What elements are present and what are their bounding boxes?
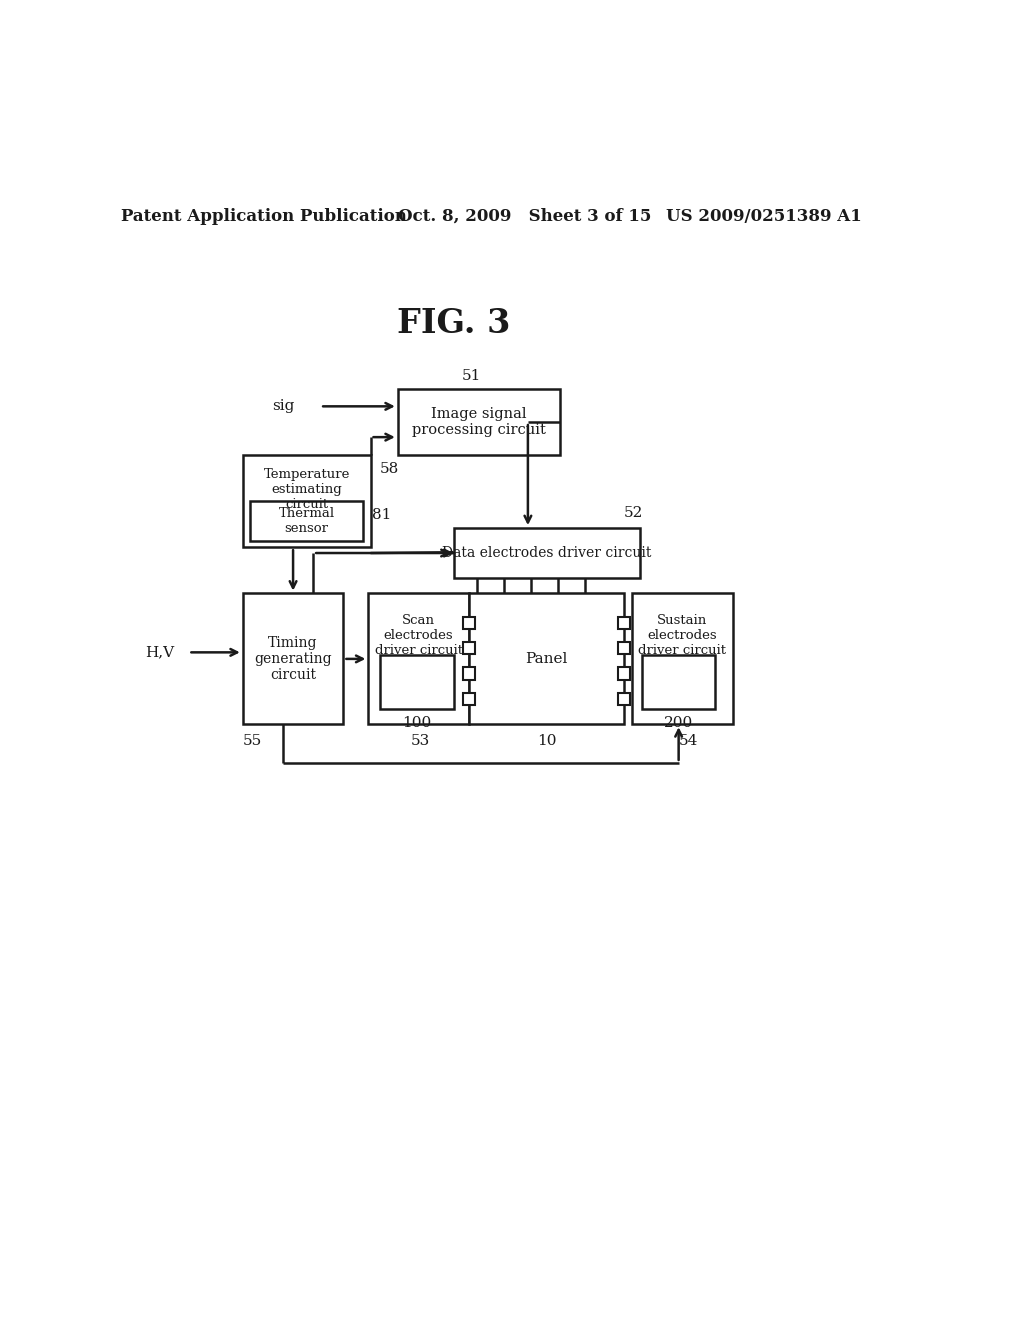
Text: 52: 52: [624, 506, 643, 520]
Bar: [369, 594, 469, 725]
Text: sig: sig: [272, 400, 295, 413]
Text: 54: 54: [678, 734, 697, 748]
Bar: [380, 655, 454, 709]
Text: H,V: H,V: [145, 645, 174, 660]
Text: 81: 81: [372, 508, 391, 521]
Text: Panel: Panel: [525, 652, 567, 665]
Text: Oct. 8, 2009   Sheet 3 of 15: Oct. 8, 2009 Sheet 3 of 15: [398, 207, 651, 224]
Text: 100: 100: [402, 715, 431, 730]
Bar: [243, 594, 343, 725]
Text: Scan
electrodes
driver circuit: Scan electrodes driver circuit: [375, 614, 463, 657]
Text: Thermal
sensor: Thermal sensor: [279, 507, 335, 535]
Text: Data electrodes driver circuit: Data electrodes driver circuit: [441, 546, 651, 560]
Bar: [397, 389, 560, 455]
Bar: [617, 616, 630, 628]
Text: 55: 55: [243, 734, 262, 748]
Text: 51: 51: [462, 368, 481, 383]
Bar: [463, 693, 475, 705]
Text: 10: 10: [537, 734, 556, 748]
Bar: [243, 455, 371, 548]
Text: Timing
generating
circuit: Timing generating circuit: [254, 636, 332, 682]
Bar: [251, 502, 362, 541]
Bar: [617, 642, 630, 655]
Text: 200: 200: [664, 715, 693, 730]
Text: Patent Application Publication: Patent Application Publication: [121, 207, 407, 224]
Text: Image signal
processing circuit: Image signal processing circuit: [412, 407, 546, 437]
Text: US 2009/0251389 A1: US 2009/0251389 A1: [666, 207, 861, 224]
Bar: [463, 642, 475, 655]
Bar: [642, 655, 716, 709]
Text: 58: 58: [380, 462, 399, 475]
Bar: [463, 668, 475, 680]
Text: Temperature
estimating
circuit: Temperature estimating circuit: [263, 469, 350, 511]
Bar: [469, 594, 624, 725]
Text: FIG. 3: FIG. 3: [397, 308, 510, 341]
Bar: [632, 594, 732, 725]
Bar: [463, 616, 475, 628]
Text: Sustain
electrodes
driver circuit: Sustain electrodes driver circuit: [638, 614, 726, 657]
Bar: [617, 693, 630, 705]
Bar: [617, 668, 630, 680]
Text: 53: 53: [411, 734, 430, 748]
Bar: [454, 528, 640, 578]
